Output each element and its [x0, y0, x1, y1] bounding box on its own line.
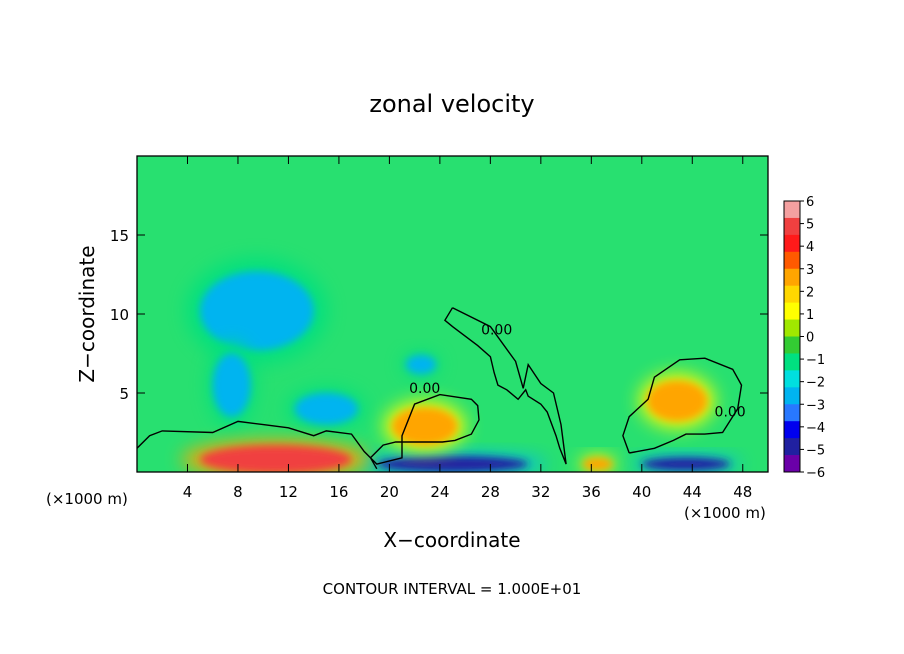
colorbar-legend: 6 5 4 3 2 1 0 −1 −2 −3 −4 −5 −6 [783, 195, 825, 481]
x-tick-label: 16 [329, 483, 348, 501]
colorbar-label: −5 [806, 443, 825, 458]
contour-interval-note: CONTOUR INTERVAL = 1.000E+01 [323, 580, 582, 598]
colorbar-swatch [784, 302, 800, 321]
colorbar-swatch [784, 370, 800, 388]
colorbar-swatch [784, 353, 800, 371]
x-tick-label: 24 [430, 483, 449, 501]
colorbar-label: −4 [806, 421, 825, 436]
x-axis-label: X−coordinate [383, 528, 520, 552]
x-tick-label: 8 [233, 483, 243, 501]
colorbar-swatch [784, 319, 800, 337]
zero-contour-line [622, 357, 743, 454]
y-tick-label: 10 [110, 306, 129, 324]
colorbar-label: 5 [806, 218, 814, 233]
contour-label: 0.00 [409, 381, 440, 397]
colorbar-label: 6 [806, 195, 814, 210]
plot-area: 0.00 0.00 0.00 [136, 155, 769, 473]
x-tick-label: 36 [582, 483, 601, 501]
colorbar-swatch [784, 234, 800, 253]
colorbar-swatch [784, 421, 800, 439]
colorbar-swatch [784, 201, 800, 219]
x-tick-label: 44 [683, 483, 702, 501]
x-tick-label: 4 [183, 483, 193, 501]
x-tick-label: 40 [632, 483, 651, 501]
velocity-region-positive [181, 440, 371, 472]
colorbar-swatch [784, 455, 800, 473]
colorbar-label: 0 [806, 331, 814, 346]
colorbar-swatch [784, 251, 800, 270]
velocity-region-negative [286, 387, 366, 431]
x-tick-label: 28 [481, 483, 500, 501]
colorbar-label: 3 [806, 263, 814, 278]
colorbar-swatch [784, 217, 800, 236]
colorbar-label: −6 [806, 466, 825, 481]
colorbar-label: 2 [806, 285, 814, 300]
colorbar-swatch [784, 404, 800, 422]
x-axis: 4 8 12 16 20 24 28 32 36 40 44 48 [183, 156, 752, 501]
velocity-region-negative [207, 342, 256, 428]
colorbar-swatch [784, 268, 800, 287]
colorbar-swatch [784, 438, 800, 456]
colorbar-label: 4 [806, 240, 814, 255]
x-unit-right: (×1000 m) [684, 504, 766, 522]
y-tick-label: 5 [119, 385, 129, 403]
contour-label: 0.00 [481, 323, 512, 339]
colorbar-label: −1 [806, 353, 825, 368]
colorbar-swatch [784, 387, 800, 405]
velocity-region-positive [383, 400, 466, 452]
x-tick-label: 32 [531, 483, 550, 501]
colorbar-swatch [784, 336, 800, 354]
x-tick-label: 20 [380, 483, 399, 501]
velocity-region-negative [630, 455, 742, 472]
y-tick-label: 15 [110, 227, 129, 245]
y-axis-label: Z−coordinate [75, 245, 99, 382]
velocity-region-negative [185, 257, 328, 365]
velocity-region-positive [578, 455, 617, 472]
velocity-region-negative [402, 351, 440, 378]
contour-label: 0.00 [715, 405, 746, 421]
colorbar-label: 1 [806, 308, 814, 323]
colorbar-label: −2 [806, 376, 825, 391]
x-tick-label: 12 [279, 483, 298, 501]
zero-contour-line [137, 393, 480, 470]
zero-contour-line [443, 307, 567, 465]
velocity-region-positive [639, 373, 715, 429]
x-unit-left: (×1000 m) [46, 490, 128, 508]
colorbar-label: −3 [806, 398, 825, 413]
x-tick-label: 48 [733, 483, 752, 501]
chart-title: zonal velocity [369, 90, 534, 118]
colorbar-swatch [784, 285, 800, 304]
y-axis: 5 10 15 [110, 227, 768, 403]
